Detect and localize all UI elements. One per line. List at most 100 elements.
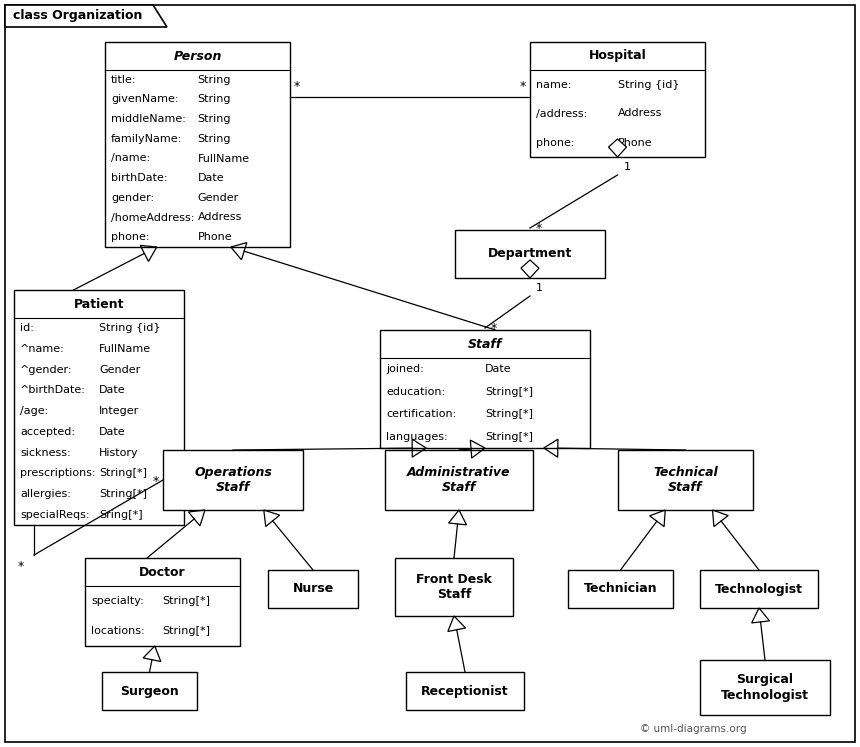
Text: Administrative
Staff: Administrative Staff	[408, 466, 511, 494]
Text: allergies:: allergies:	[20, 489, 71, 499]
Text: Gender: Gender	[99, 365, 140, 375]
Text: givenName:: givenName:	[111, 95, 179, 105]
Text: Address: Address	[617, 108, 662, 119]
Bar	[14, 290, 184, 525]
Text: String: String	[198, 75, 231, 85]
Bar	[568, 570, 673, 608]
Text: class Organization: class Organization	[13, 10, 143, 22]
Text: Technician: Technician	[584, 583, 657, 595]
Text: id:: id:	[20, 323, 34, 333]
Text: Department: Department	[488, 247, 572, 261]
Text: familyName:: familyName:	[111, 134, 182, 144]
Text: Sring[*]: Sring[*]	[99, 509, 143, 520]
Text: sickness:: sickness:	[20, 447, 71, 458]
Polygon shape	[521, 260, 539, 278]
Text: String: String	[198, 134, 231, 144]
Text: String: String	[198, 114, 231, 124]
Bar	[385, 450, 533, 510]
Text: *: *	[519, 80, 526, 93]
Text: Date: Date	[485, 365, 512, 374]
Text: *: *	[491, 322, 497, 335]
Text: *: *	[294, 80, 300, 93]
Text: String[*]: String[*]	[163, 626, 211, 636]
Text: 1: 1	[536, 283, 543, 293]
Text: Operations
Staff: Operations Staff	[194, 466, 272, 494]
Text: specialReqs:: specialReqs:	[20, 509, 89, 520]
Text: String: String	[198, 95, 231, 105]
Text: phone:: phone:	[536, 137, 574, 147]
Text: middleName:: middleName:	[111, 114, 186, 124]
Text: String {id}: String {id}	[99, 323, 161, 333]
Bar	[268, 570, 358, 608]
Text: prescriptions:: prescriptions:	[20, 468, 95, 478]
Text: Date: Date	[99, 427, 126, 437]
Text: Front Desk
Staff: Front Desk Staff	[416, 573, 492, 601]
Text: Integer: Integer	[99, 406, 139, 416]
Text: *: *	[536, 222, 543, 235]
Text: gender:: gender:	[111, 193, 154, 203]
Text: Date: Date	[99, 385, 126, 395]
Text: locations:: locations:	[91, 626, 144, 636]
Text: String[*]: String[*]	[485, 432, 533, 441]
Text: String[*]: String[*]	[485, 409, 533, 419]
Text: languages:: languages:	[386, 432, 447, 441]
Text: Gender: Gender	[198, 193, 239, 203]
Text: String[*]: String[*]	[99, 468, 147, 478]
Polygon shape	[609, 139, 626, 157]
Text: © uml-diagrams.org: © uml-diagrams.org	[640, 724, 746, 734]
Text: phone:: phone:	[111, 232, 150, 242]
Text: Person: Person	[174, 49, 222, 63]
Bar	[163, 450, 303, 510]
Bar	[395, 558, 513, 616]
Text: name:: name:	[536, 79, 571, 90]
Text: ^gender:: ^gender:	[20, 365, 72, 375]
Text: /name:: /name:	[111, 153, 150, 164]
Text: String[*]: String[*]	[99, 489, 147, 499]
Text: Technical
Staff: Technical Staff	[653, 466, 718, 494]
Text: Technologist: Technologist	[715, 583, 803, 595]
Text: specialty:: specialty:	[91, 596, 144, 606]
Bar	[700, 570, 818, 608]
Text: /homeAddress:: /homeAddress:	[111, 212, 194, 223]
Text: /address:: /address:	[536, 108, 587, 119]
Text: FullName: FullName	[99, 344, 151, 354]
Bar	[85, 558, 240, 646]
Text: 1: 1	[624, 162, 630, 172]
Text: *: *	[18, 560, 24, 573]
Text: Doctor: Doctor	[139, 565, 186, 578]
Text: ^name:: ^name:	[20, 344, 64, 354]
Bar	[530, 42, 705, 157]
Text: certification:: certification:	[386, 409, 457, 419]
Bar	[618, 450, 753, 510]
Text: accepted:: accepted:	[20, 427, 75, 437]
Polygon shape	[5, 5, 167, 27]
Text: Phone: Phone	[617, 137, 652, 147]
Text: Hospital: Hospital	[588, 49, 647, 63]
Bar	[380, 330, 590, 448]
Text: joined:: joined:	[386, 365, 424, 374]
Bar	[102, 672, 197, 710]
Text: String[*]: String[*]	[163, 596, 211, 606]
Bar	[406, 672, 524, 710]
Text: ^birthDate:: ^birthDate:	[20, 385, 86, 395]
Text: Staff: Staff	[468, 338, 502, 350]
Text: Nurse: Nurse	[292, 583, 334, 595]
Text: Phone: Phone	[198, 232, 232, 242]
Bar	[105, 42, 290, 247]
Text: title:: title:	[111, 75, 137, 85]
Text: *: *	[153, 475, 159, 488]
Text: Address: Address	[198, 212, 242, 223]
Text: Receptionist: Receptionist	[421, 684, 509, 698]
Text: FullName: FullName	[198, 153, 249, 164]
Text: History: History	[99, 447, 138, 458]
Text: birthDate:: birthDate:	[111, 173, 168, 183]
Text: /age:: /age:	[20, 406, 48, 416]
Text: Patient: Patient	[74, 297, 124, 311]
Text: Surgical
Technologist: Surgical Technologist	[721, 674, 809, 701]
Text: education:: education:	[386, 387, 445, 397]
Text: String {id}: String {id}	[617, 79, 679, 90]
Bar	[455, 230, 605, 278]
Text: Surgeon: Surgeon	[120, 684, 179, 698]
Text: Date: Date	[198, 173, 224, 183]
Bar	[700, 660, 830, 715]
